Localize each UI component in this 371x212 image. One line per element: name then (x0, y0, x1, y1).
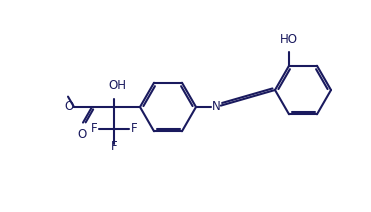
Text: F: F (111, 141, 117, 153)
Text: N: N (211, 100, 220, 113)
Text: O: O (65, 100, 73, 113)
Text: O: O (78, 128, 86, 141)
Text: F: F (91, 123, 97, 135)
Text: OH: OH (108, 79, 126, 92)
Text: F: F (131, 123, 137, 135)
Text: HO: HO (280, 33, 298, 46)
